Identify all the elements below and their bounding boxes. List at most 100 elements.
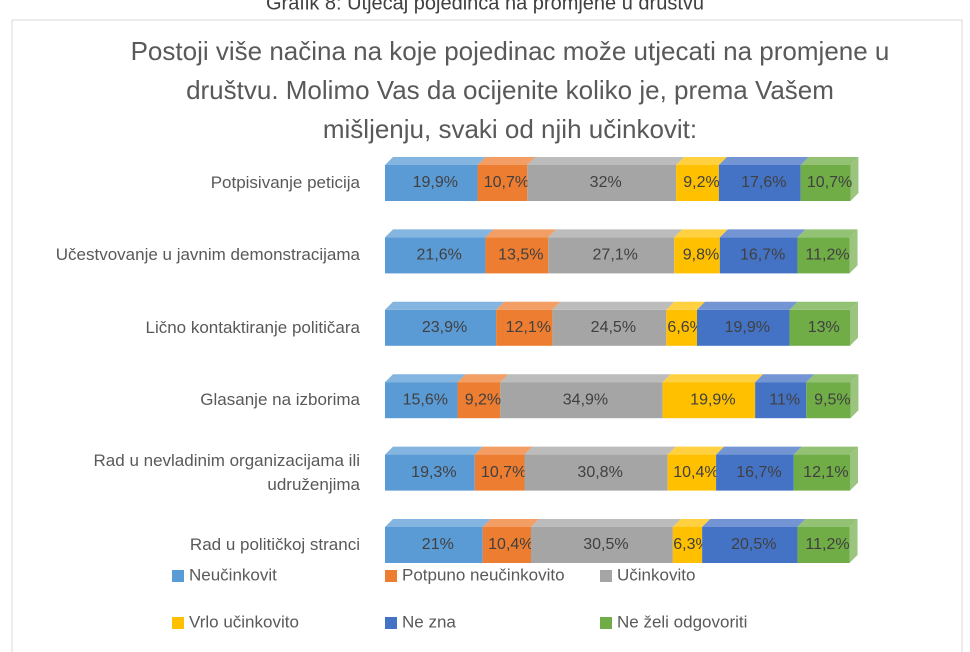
bar — [385, 382, 458, 419]
bar — [552, 309, 667, 346]
bar-top — [806, 374, 859, 383]
bar-top — [716, 446, 802, 455]
bar — [474, 454, 525, 491]
bar — [667, 454, 717, 491]
bar — [385, 165, 478, 201]
bar-top — [676, 157, 727, 165]
bar — [797, 237, 850, 274]
bar-top — [674, 229, 728, 238]
value-label: 30,8% — [577, 464, 622, 481]
value-label: 10,7% — [807, 174, 852, 191]
bar — [385, 309, 497, 346]
bar — [482, 527, 532, 563]
bar-top — [666, 301, 706, 310]
bar — [531, 527, 673, 563]
legend-swatch — [385, 617, 397, 629]
bar-top — [474, 446, 533, 455]
bar — [457, 382, 501, 419]
category-label: Rad u nevladinim organizacijama ili udru… — [93, 450, 360, 494]
legend-swatch — [600, 617, 612, 629]
value-label: 9,8% — [683, 247, 719, 264]
value-label: 9,2% — [465, 391, 501, 408]
legend-label: Neučinkovit — [189, 565, 277, 584]
bar-top — [457, 374, 509, 383]
bar-top — [719, 229, 806, 238]
bar-top — [496, 301, 561, 310]
bar — [800, 165, 851, 201]
bar — [666, 309, 698, 346]
value-label: 12,1% — [803, 464, 848, 481]
bar — [527, 165, 677, 201]
value-label: 10,7% — [481, 464, 526, 481]
bar — [719, 237, 798, 274]
bar-side — [850, 301, 858, 346]
bar — [662, 382, 756, 419]
bar — [485, 237, 549, 274]
legend-swatch — [385, 570, 397, 582]
bar-top — [482, 519, 540, 527]
value-label: 27,1% — [593, 247, 638, 264]
value-label: 11,2% — [805, 247, 849, 264]
bar — [500, 382, 663, 419]
legend-label: Vrlo učinkovito — [189, 612, 299, 631]
bar-top — [385, 519, 491, 527]
legend-swatch — [172, 617, 184, 629]
bar-top — [755, 374, 815, 383]
bar — [716, 454, 794, 491]
bar-top — [500, 374, 671, 383]
value-label: 30,5% — [583, 536, 628, 553]
value-label: 24,5% — [591, 319, 636, 336]
bar-top — [797, 229, 858, 238]
category-label: Lično kontaktiranje političara — [145, 317, 360, 337]
bar-side — [850, 374, 859, 419]
value-label: 20,5% — [731, 536, 776, 553]
bar-side — [849, 519, 858, 563]
bar — [806, 382, 851, 419]
value-label: 9,5% — [814, 391, 850, 408]
value-label: 17,6% — [741, 174, 786, 191]
bar-top — [800, 157, 859, 165]
value-label: 19,9% — [690, 391, 735, 408]
legend-label: Ne želi odgovoriti — [617, 612, 747, 631]
category-label: Potpisivanje peticija — [210, 173, 360, 192]
bar — [524, 454, 668, 491]
bar — [797, 527, 850, 563]
bar-top — [552, 301, 675, 310]
value-label: 10,4% — [673, 464, 718, 481]
bar-top — [531, 519, 681, 527]
bar-top — [797, 519, 858, 527]
value-label: 6,6% — [667, 319, 703, 336]
value-label: 9,2% — [683, 174, 719, 191]
value-label: 12,1% — [506, 319, 551, 336]
value-label: 19,9% — [725, 319, 770, 336]
bar — [496, 309, 553, 346]
bar-top — [548, 229, 683, 238]
bar-top — [702, 519, 806, 527]
bar — [477, 165, 528, 201]
value-label: 34,9% — [563, 391, 608, 408]
bar-top — [385, 374, 466, 383]
bar — [697, 309, 790, 346]
bar-top — [385, 446, 483, 455]
value-label: 11% — [769, 391, 800, 408]
value-label: 16,7% — [740, 247, 785, 264]
bar-top — [385, 301, 505, 310]
legend-swatch — [172, 570, 184, 582]
value-label: 19,9% — [413, 174, 458, 191]
value-label: 23,9% — [422, 319, 467, 336]
bar — [702, 527, 798, 563]
bar-top — [485, 229, 557, 238]
legend-label: Ne zna — [402, 612, 456, 631]
legend-label: Učinkovito — [617, 565, 695, 584]
bar — [548, 237, 675, 274]
value-label: 21% — [422, 536, 454, 553]
bar-top — [662, 374, 764, 383]
bar-side — [850, 157, 859, 201]
chart-title: Postoji više načina na koje pojedinac mo… — [130, 36, 890, 144]
category-label: Učestvovanje u javnim demonstracijama — [55, 245, 360, 265]
category-label: Rad u političkoj stranci — [189, 535, 360, 554]
value-label: 15,6% — [403, 391, 448, 408]
bar-side — [850, 446, 858, 491]
